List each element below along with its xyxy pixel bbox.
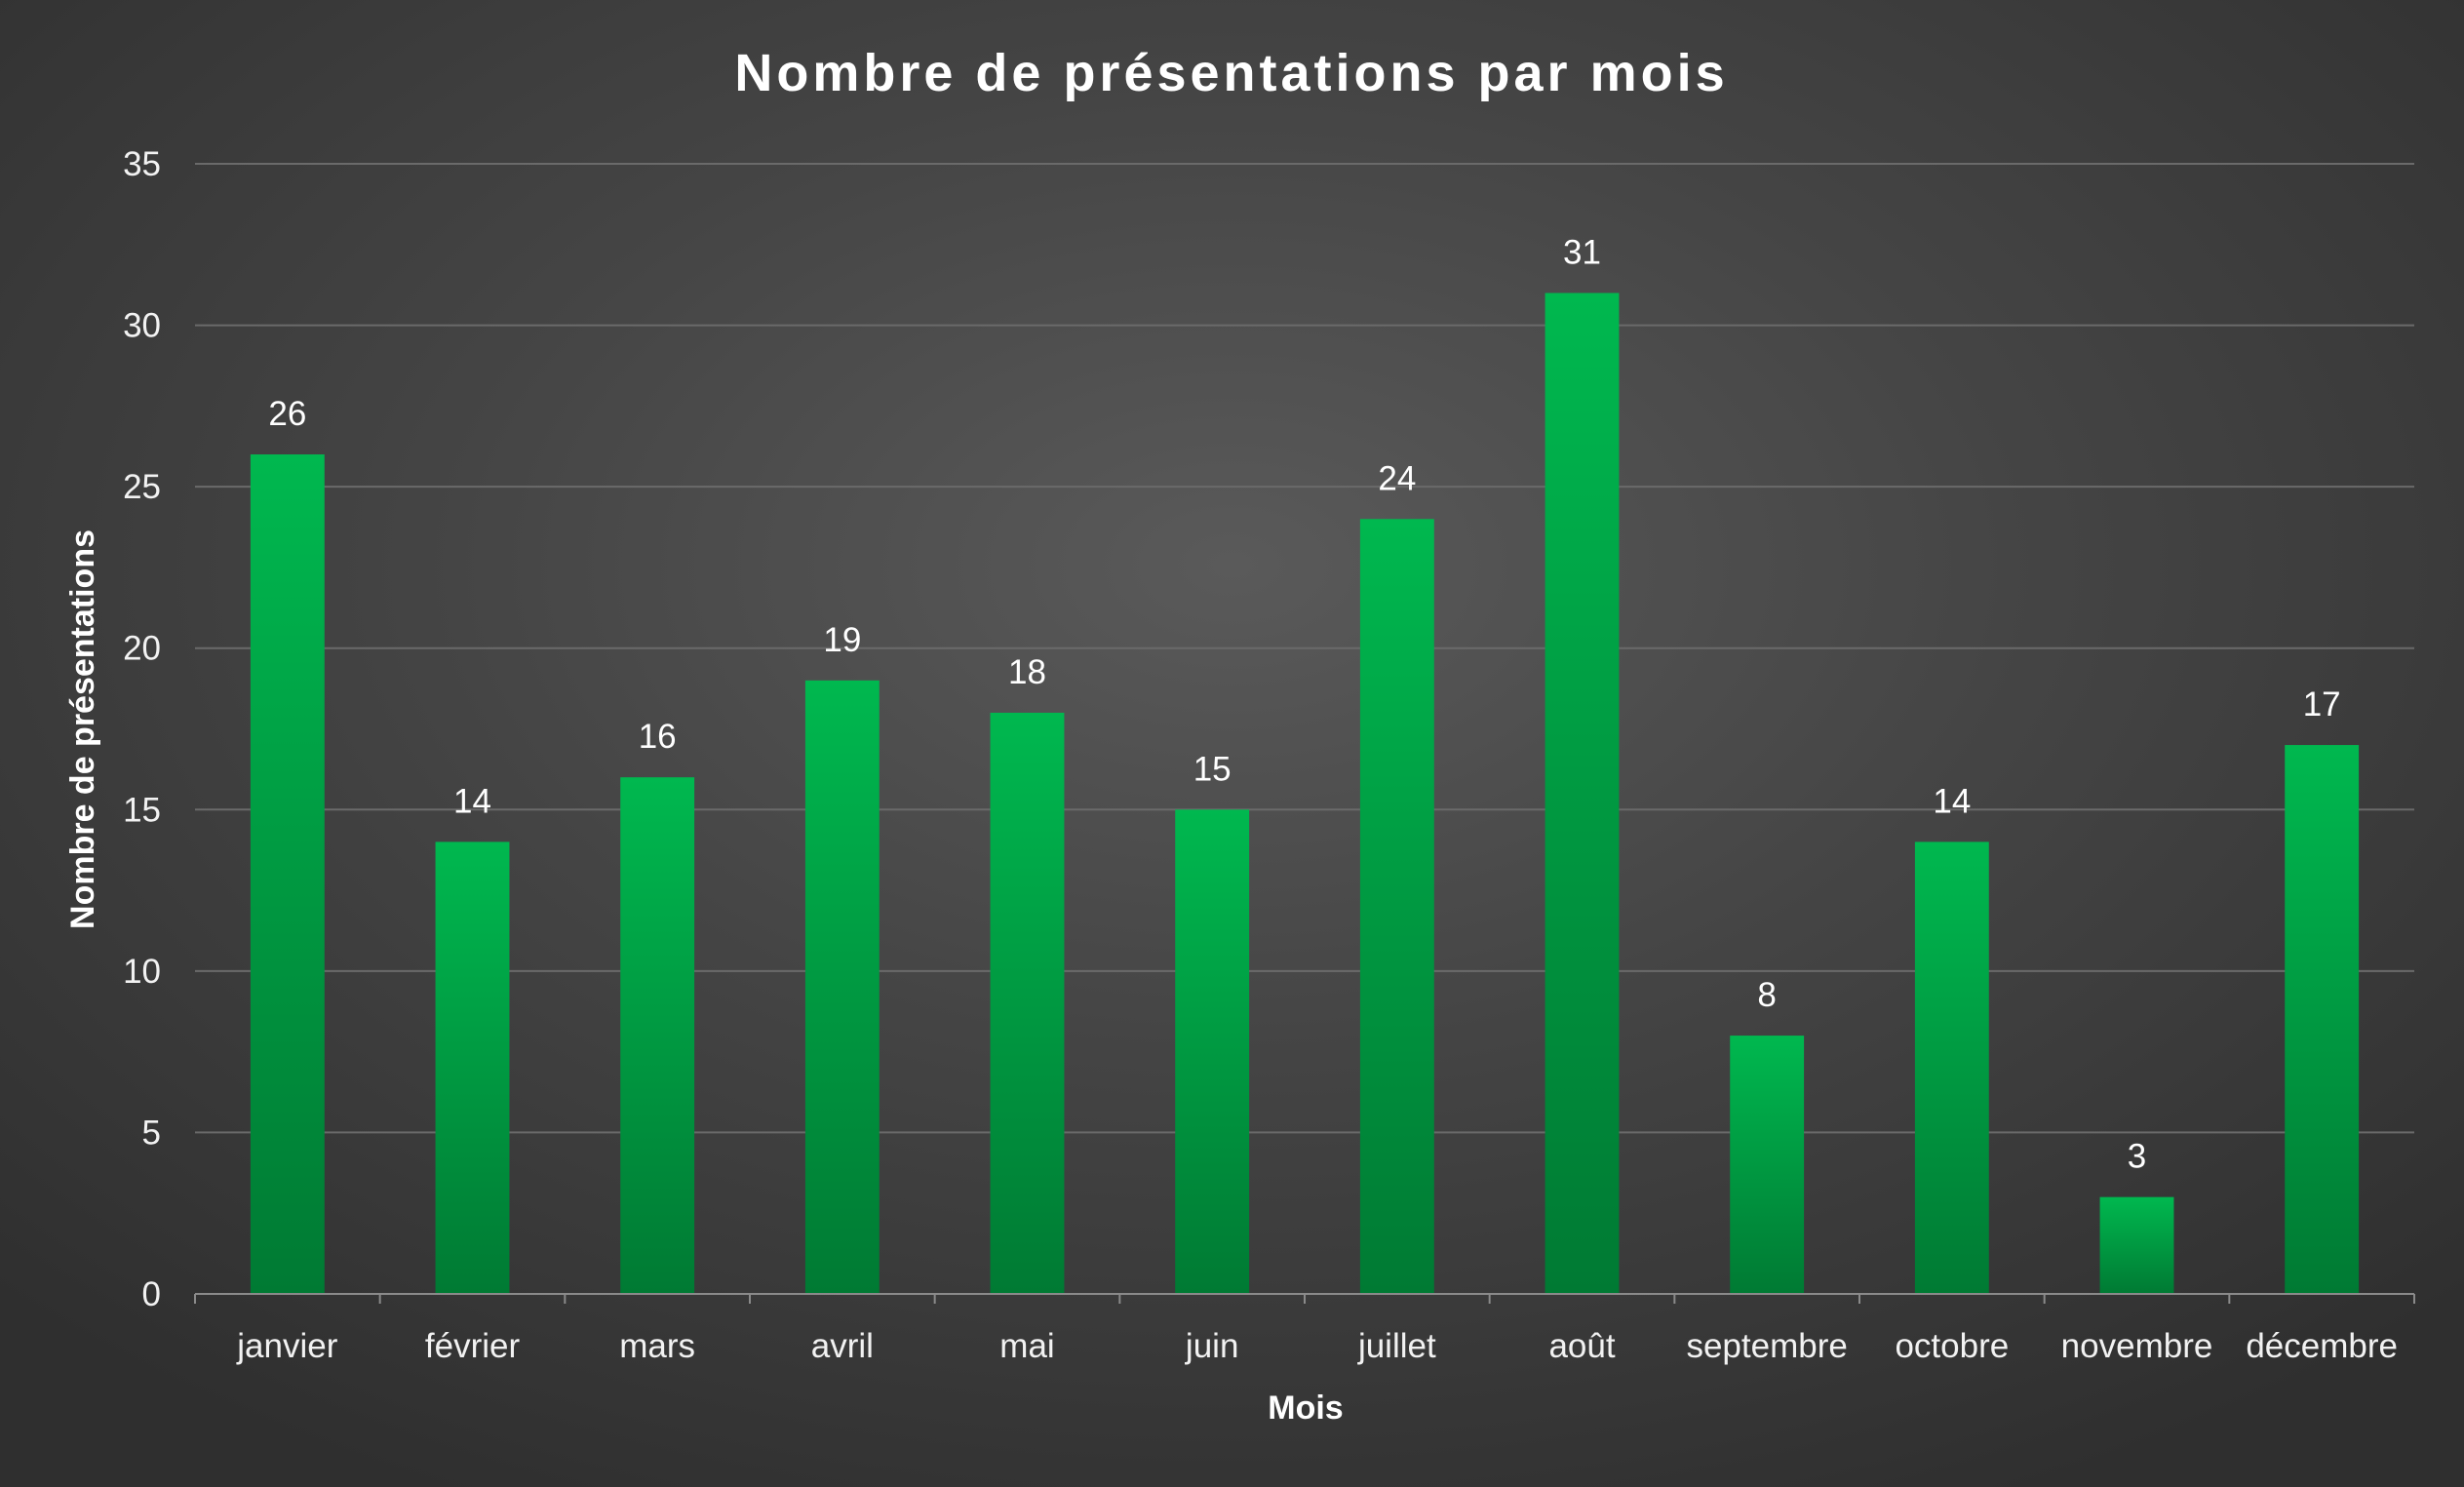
bar [1359,519,1434,1294]
data-label: 3 [2128,1138,2146,1176]
x-tick-label: avril [811,1327,874,1365]
x-tick-label: août [1548,1327,1615,1365]
x-tick-label: février [425,1327,521,1365]
axes: 0 5 10 15 20 25 30 35 janvier février mars avril mai… [123,145,2415,1365]
bar [2285,745,2360,1294]
data-label: 8 [1757,976,1776,1014]
data-label: 17 [2303,685,2341,724]
y-tick-label: 35 [123,145,161,183]
data-label: 18 [1008,653,1046,691]
x-tick-label: décembre [2246,1327,2398,1365]
bar [804,680,880,1294]
x-tick-label: novembre [2061,1327,2213,1365]
bar [1175,809,1250,1294]
bar [1545,293,1620,1294]
x-tick-label: mars [619,1327,695,1365]
y-tick-label: 30 [123,307,161,345]
x-tick-label: juillet [1357,1327,1436,1365]
y-tick-label: 5 [142,1114,161,1152]
data-label: 24 [1378,459,1416,497]
y-tick-label: 10 [123,953,161,991]
bar [435,841,510,1294]
bar [250,454,325,1294]
x-tick-label: janvier [236,1327,337,1365]
bar [1730,1036,1805,1294]
x-tick-label: octobre [1895,1327,2009,1365]
x-tick-label: mai [999,1327,1054,1365]
bar [2099,1196,2174,1294]
x-tick-label: juin [1185,1327,1238,1365]
bars [250,293,2360,1294]
bar [620,777,695,1294]
bar [1914,841,1989,1294]
y-axis-title: Nombre de présentations [64,529,101,929]
data-label: 14 [453,782,491,820]
data-label: 31 [1563,233,1601,271]
data-label: 16 [639,718,677,756]
gridlines [195,163,2414,1134]
y-tick-label: 25 [123,468,161,506]
data-label: 19 [823,621,861,659]
data-label: 15 [1193,750,1232,788]
x-tick-label: septembre [1686,1327,1847,1365]
chart-title: Nombre de présentations par mois [734,44,1728,102]
bar [990,712,1065,1294]
y-tick-label: 15 [123,791,161,829]
y-tick-label: 0 [142,1275,161,1313]
y-tick-label: 20 [123,630,161,668]
data-label: 14 [1933,782,1971,820]
data-labels: 26 14 16 19 18 15 24 31 8 14 3 17 [268,233,2340,1175]
x-axis-title: Mois [1268,1389,1343,1427]
data-label: 26 [268,395,306,433]
